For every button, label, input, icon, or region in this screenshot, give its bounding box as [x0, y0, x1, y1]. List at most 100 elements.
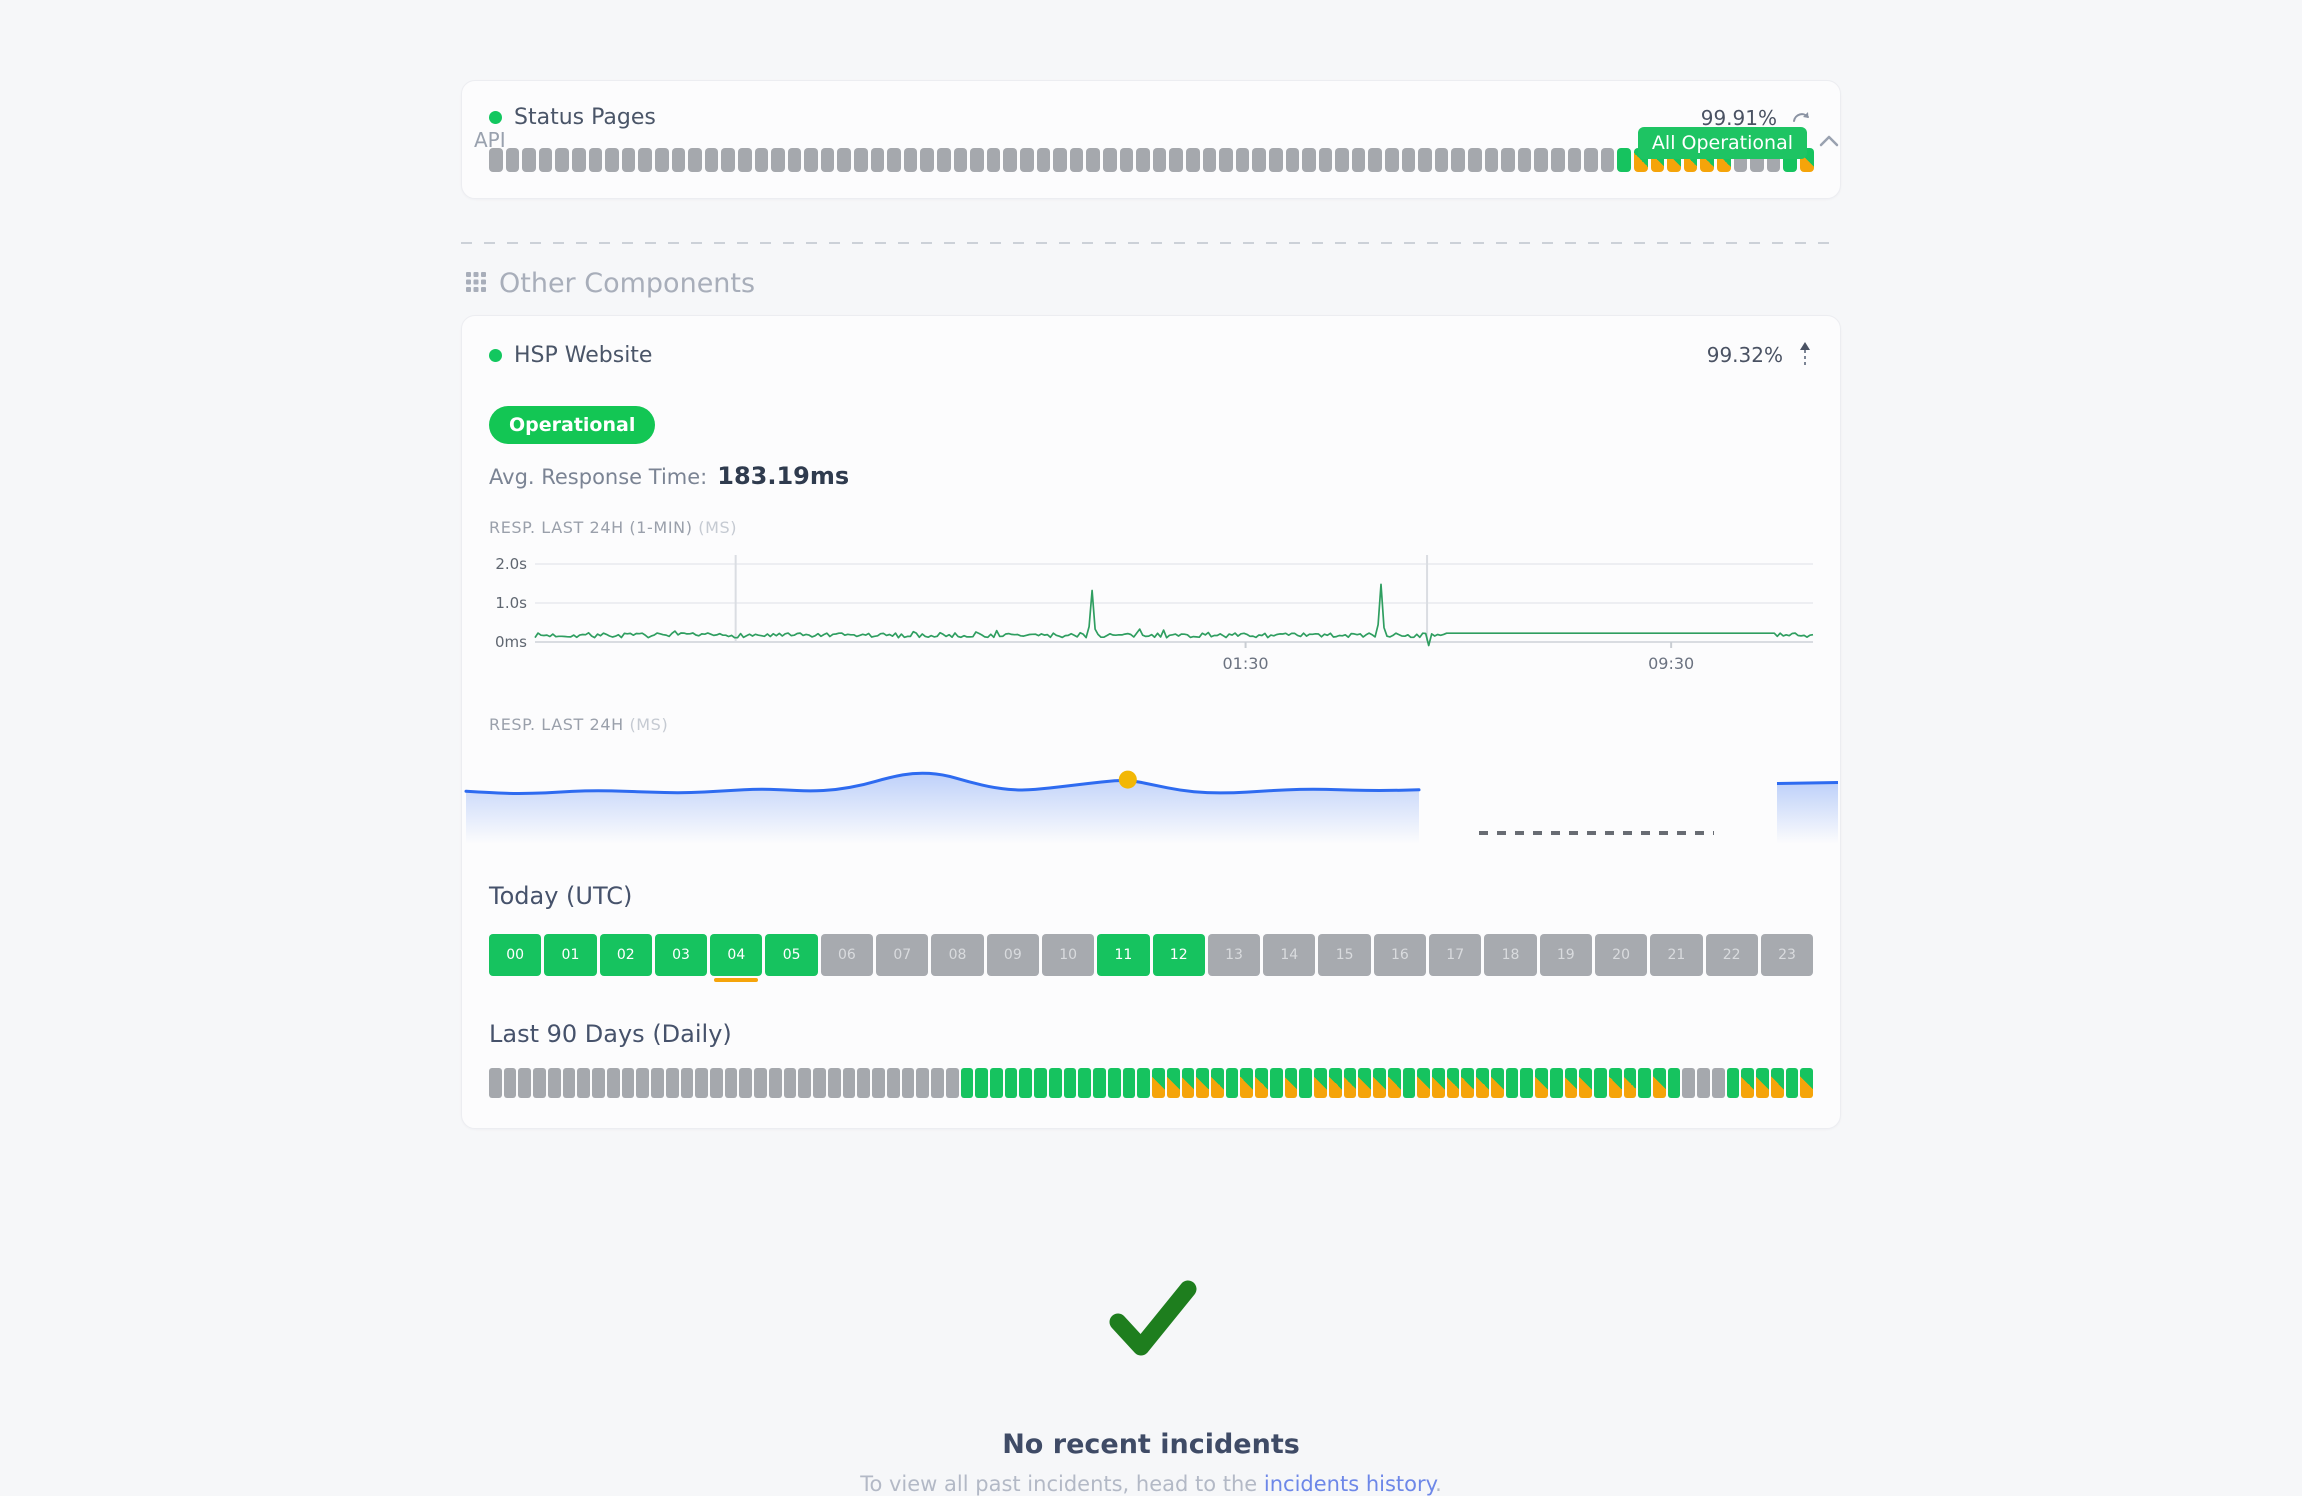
- uptime-block: [771, 148, 785, 172]
- day-block: [754, 1068, 767, 1098]
- uptime-block: [854, 148, 868, 172]
- incidents-footer: No recent incidents To view all past inc…: [461, 1267, 1841, 1496]
- day-block: [768, 1068, 782, 1098]
- day-block: [1284, 1068, 1298, 1098]
- day-block: [1608, 1068, 1622, 1098]
- uptime-block: [538, 148, 553, 172]
- hour-block: 15: [1318, 934, 1371, 976]
- component-name: Status Pages: [514, 105, 656, 130]
- hour-block: 10: [1041, 934, 1095, 976]
- uptime-block: [1351, 148, 1366, 172]
- day-block: [886, 1068, 900, 1098]
- uptime-block: [704, 148, 719, 172]
- day-block: [1697, 1068, 1710, 1098]
- day-block: [651, 1068, 664, 1098]
- day-block: [1564, 1068, 1578, 1098]
- day-block: [1387, 1068, 1401, 1098]
- day-block: [606, 1068, 620, 1098]
- collapse-arrow-icon[interactable]: [1797, 342, 1813, 368]
- uptime-block: [688, 148, 702, 172]
- day-block: [547, 1068, 561, 1098]
- check-icon: [1096, 1280, 1206, 1371]
- uptime-block: [588, 148, 603, 172]
- uptime-block: [837, 148, 852, 172]
- day-block: [1255, 1068, 1268, 1098]
- day-block: [1019, 1068, 1033, 1098]
- uptime-block: [804, 148, 818, 172]
- hour-block: 01: [544, 934, 597, 976]
- day-block: [1476, 1068, 1489, 1098]
- day-block: [1653, 1068, 1666, 1098]
- component-card-hsp-website: HSP Website 99.32% Operational Avg. Resp…: [461, 315, 1841, 1129]
- group-label-api: API: [474, 128, 506, 152]
- uptime-block: [870, 148, 885, 172]
- hour-block: 03: [654, 934, 708, 976]
- uptime-block: [1268, 148, 1283, 172]
- day-block: [1122, 1068, 1136, 1098]
- day-block: [1225, 1068, 1239, 1098]
- day-block: [1726, 1068, 1740, 1098]
- component-card-status-pages: Status Pages 99.91%: [461, 80, 1841, 199]
- day-block: [1770, 1068, 1784, 1098]
- day-block: [1402, 1068, 1416, 1098]
- day-block: [1623, 1068, 1637, 1098]
- today-heading: Today (UTC): [489, 882, 633, 910]
- hour-block: 18: [1484, 934, 1537, 976]
- day-block: [636, 1068, 650, 1098]
- svg-text:09:30: 09:30: [1648, 654, 1694, 673]
- incidents-history-link[interactable]: incidents history: [1263, 1472, 1436, 1496]
- day-block: [916, 1068, 930, 1098]
- day-block: [1004, 1068, 1018, 1098]
- today-hours-bar: 00 01 02 03 04 05 06 07 08 09 10 11 12 13 14 15 16 17 18 19…: [489, 934, 1814, 982]
- hour-block: 02: [599, 934, 652, 976]
- uptime-block: [1534, 148, 1548, 172]
- svg-text:2.0s: 2.0s: [495, 555, 527, 573]
- marker-dot: [1118, 770, 1137, 789]
- uptime-block: [1102, 148, 1117, 172]
- all-operational-badge[interactable]: All Operational: [1637, 127, 1807, 159]
- day-block: [901, 1068, 915, 1098]
- uptime-block: [1551, 148, 1565, 172]
- day-block: [577, 1068, 591, 1098]
- day-block: [931, 1068, 944, 1098]
- hour-block: 21: [1650, 934, 1703, 976]
- uptime-block: [754, 148, 769, 172]
- uptime-block: [721, 148, 735, 172]
- day-block: [1196, 1068, 1209, 1098]
- day-block: [1078, 1068, 1092, 1098]
- collapse-chevron-icon[interactable]: [1817, 133, 1841, 153]
- day-block: [1314, 1068, 1327, 1098]
- day-block: [1328, 1068, 1342, 1098]
- svg-text:1.0s: 1.0s: [495, 594, 527, 612]
- uptime-block: [522, 148, 536, 172]
- uptime-bar: [489, 148, 1814, 172]
- hour-block: 04: [710, 934, 763, 982]
- day-block: [945, 1068, 959, 1098]
- day-block: [1373, 1068, 1386, 1098]
- uptime-block: [1335, 148, 1349, 172]
- uptime-block: [605, 148, 619, 172]
- day-block: [1417, 1068, 1430, 1098]
- day-block: [827, 1068, 841, 1098]
- no-incidents-title: No recent incidents: [1002, 1429, 1300, 1460]
- uptime-block: [1053, 148, 1067, 172]
- section-title-other-components: Other Components: [499, 268, 756, 299]
- hour-block: 16: [1373, 934, 1427, 976]
- day-block: [665, 1068, 679, 1098]
- hour-block: 09: [986, 934, 1039, 976]
- day-block: [1461, 1068, 1475, 1098]
- uptime-block: [1152, 148, 1167, 172]
- refresh-icon[interactable]: [1791, 110, 1813, 126]
- day-block: [842, 1068, 856, 1098]
- day-block: [1034, 1068, 1047, 1098]
- uptime-block: [1086, 148, 1100, 172]
- uptime-block: [621, 148, 636, 172]
- day-block: [1446, 1068, 1460, 1098]
- uptime-block: [1169, 148, 1183, 172]
- uptime-block: [1119, 148, 1134, 172]
- uptime-block: [1484, 148, 1499, 172]
- uptime-block: [1302, 148, 1316, 172]
- last90-heading: Last 90 Days (Daily): [489, 1020, 732, 1048]
- uptime-block: [1136, 148, 1150, 172]
- day-block: [1594, 1068, 1607, 1098]
